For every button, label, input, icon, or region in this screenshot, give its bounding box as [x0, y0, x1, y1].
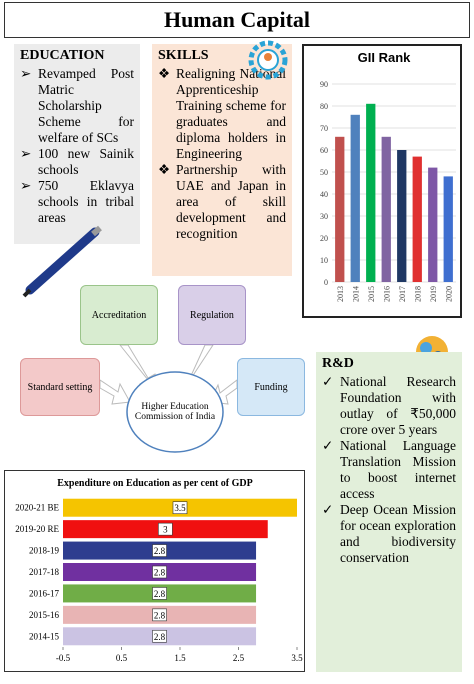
y-tick-label: 60 — [320, 146, 328, 155]
item: Revamped Post Matric Scholarship Scheme … — [20, 66, 134, 146]
bar — [335, 136, 345, 282]
y-tick-label: 2019-20 RE — [15, 524, 59, 534]
label-box — [152, 608, 167, 622]
bar — [443, 176, 453, 282]
bar — [412, 156, 422, 282]
y-tick-label: 90 — [320, 80, 328, 89]
data-label: 2.8 — [154, 568, 166, 578]
data-label: 2.8 — [154, 546, 166, 556]
x-tick-label: 2.5 — [233, 653, 245, 663]
diagram-center: Higher Education Commission of India — [134, 402, 216, 422]
heading: SKILLS — [158, 48, 209, 63]
x-tick-label: 0.5 — [116, 653, 128, 663]
gear-icon — [248, 40, 288, 80]
page-title: Human Capital — [163, 7, 311, 32]
data-label: 3.5 — [174, 503, 186, 513]
x-tick-label: 2017 — [398, 286, 407, 302]
label-box — [152, 629, 167, 643]
center-ellipse — [126, 371, 224, 453]
data-label: 2.8 — [154, 589, 166, 599]
item: Deep Ocean Mission for ocean exploration… — [322, 502, 456, 566]
diagram-node: Accreditation — [80, 285, 158, 345]
item: 100 new Sainik schools — [20, 146, 134, 178]
data-label: 2.8 — [154, 610, 166, 620]
x-tick-label: 2020 — [444, 286, 453, 302]
pen-icon — [22, 225, 102, 298]
label-box — [172, 501, 188, 515]
y-tick-label: 2020-21 BE — [15, 503, 59, 513]
bar — [366, 103, 376, 282]
heading: R&D — [322, 356, 354, 371]
skills-box: SKILLS Realigning National Apprenticeshi… — [152, 44, 292, 276]
item: Partnership with UAE and Japan in area o… — [158, 162, 286, 242]
diagram-node: Regulation — [178, 285, 246, 345]
x-tick-label: 1.5 — [174, 653, 186, 663]
x-tick-label: 2016 — [382, 286, 391, 302]
y-tick-label: 70 — [320, 124, 328, 133]
item: National Language Translation Mission to… — [322, 438, 456, 502]
y-tick-label: 50 — [320, 168, 328, 177]
x-tick-label: 2015 — [367, 286, 376, 302]
data-label: 3 — [163, 525, 168, 535]
item: 750 Eklavya schools in tribal areas — [20, 178, 134, 226]
y-tick-label: 0 — [324, 278, 328, 287]
item: National Research Foundation with outlay… — [322, 374, 456, 438]
diagram-node: Funding — [237, 358, 305, 416]
label-box — [152, 544, 167, 557]
x-tick-label: 2014 — [351, 286, 360, 302]
x-tick-label: 2018 — [413, 286, 422, 302]
education-box: EDUCATION Revamped Post Matric Scholarsh… — [14, 44, 140, 244]
bar — [350, 114, 360, 282]
y-tick-label: 2017-18 — [29, 567, 59, 577]
expenditure-chart: Expenditure on Education as per cent of … — [4, 470, 305, 672]
label-box — [152, 587, 167, 600]
heading: EDUCATION — [20, 48, 105, 63]
chart-title: GII Rank — [358, 50, 412, 65]
y-tick-label: 2014-15 — [29, 631, 59, 641]
y-tick-label: 20 — [320, 234, 328, 243]
bar — [397, 150, 407, 282]
title-band: Human Capital — [4, 2, 470, 38]
bar — [381, 136, 391, 282]
x-tick-label: 3.5 — [291, 653, 303, 663]
chart-title: Expenditure on Education as per cent of … — [57, 478, 252, 489]
x-tick-label: -0.5 — [56, 653, 71, 663]
y-tick-label: 2015-16 — [29, 610, 59, 620]
bar — [428, 167, 438, 282]
gii-chart: GII Rank 0 10 20 30 40 50 60 70 80 90 2013 2014 2015 2… — [302, 44, 462, 318]
x-tick-label: 2019 — [429, 286, 438, 302]
y-tick-label: 10 — [320, 256, 328, 265]
item: Realigning National Apprenticeship Train… — [158, 66, 286, 162]
label-box — [152, 565, 167, 579]
arrow — [99, 379, 131, 405]
data-label: 2.8 — [154, 632, 166, 642]
x-tick-label: 2013 — [336, 286, 345, 302]
y-tick-label: 40 — [320, 190, 328, 199]
diagram-node: Standard setting — [20, 358, 100, 416]
y-tick-label: 2018-19 — [29, 546, 59, 556]
rnd-box: R&D National Research Foundation with ou… — [316, 352, 462, 672]
y-tick-label: 30 — [320, 212, 328, 221]
y-tick-label: 80 — [320, 102, 328, 111]
y-tick-label: 2016-17 — [29, 588, 59, 598]
label-box — [158, 522, 173, 536]
